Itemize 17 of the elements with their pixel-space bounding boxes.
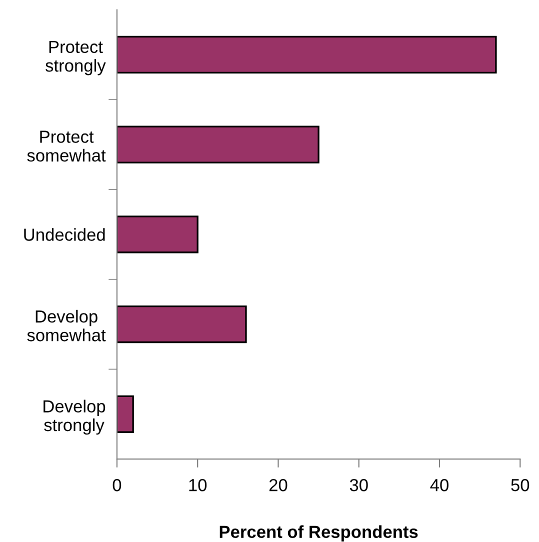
y-tick-label: Protect strongly (46, 40, 106, 76)
x-tick-label: 30 (350, 478, 368, 492)
y-tick-label: Develop strongly (44, 400, 106, 435)
bar (116, 36, 497, 74)
y-tick-label: Protect somewhat (27, 130, 106, 162)
x-tick-label: 50 (511, 478, 530, 492)
bar (116, 305, 247, 344)
x-tick-label: 10 (189, 478, 207, 492)
x-tick-label: 20 (269, 478, 288, 492)
bar (116, 216, 198, 254)
bar (116, 395, 134, 433)
y-tick-label: Develop somewhat (27, 310, 106, 342)
x-tick-label: 0 (112, 478, 122, 492)
x-axis-title: Percent of Respondents (220, 525, 418, 542)
x-tick-label: 40 (430, 478, 448, 492)
bar (116, 126, 320, 164)
y-tick-label: Undecided (24, 228, 105, 241)
